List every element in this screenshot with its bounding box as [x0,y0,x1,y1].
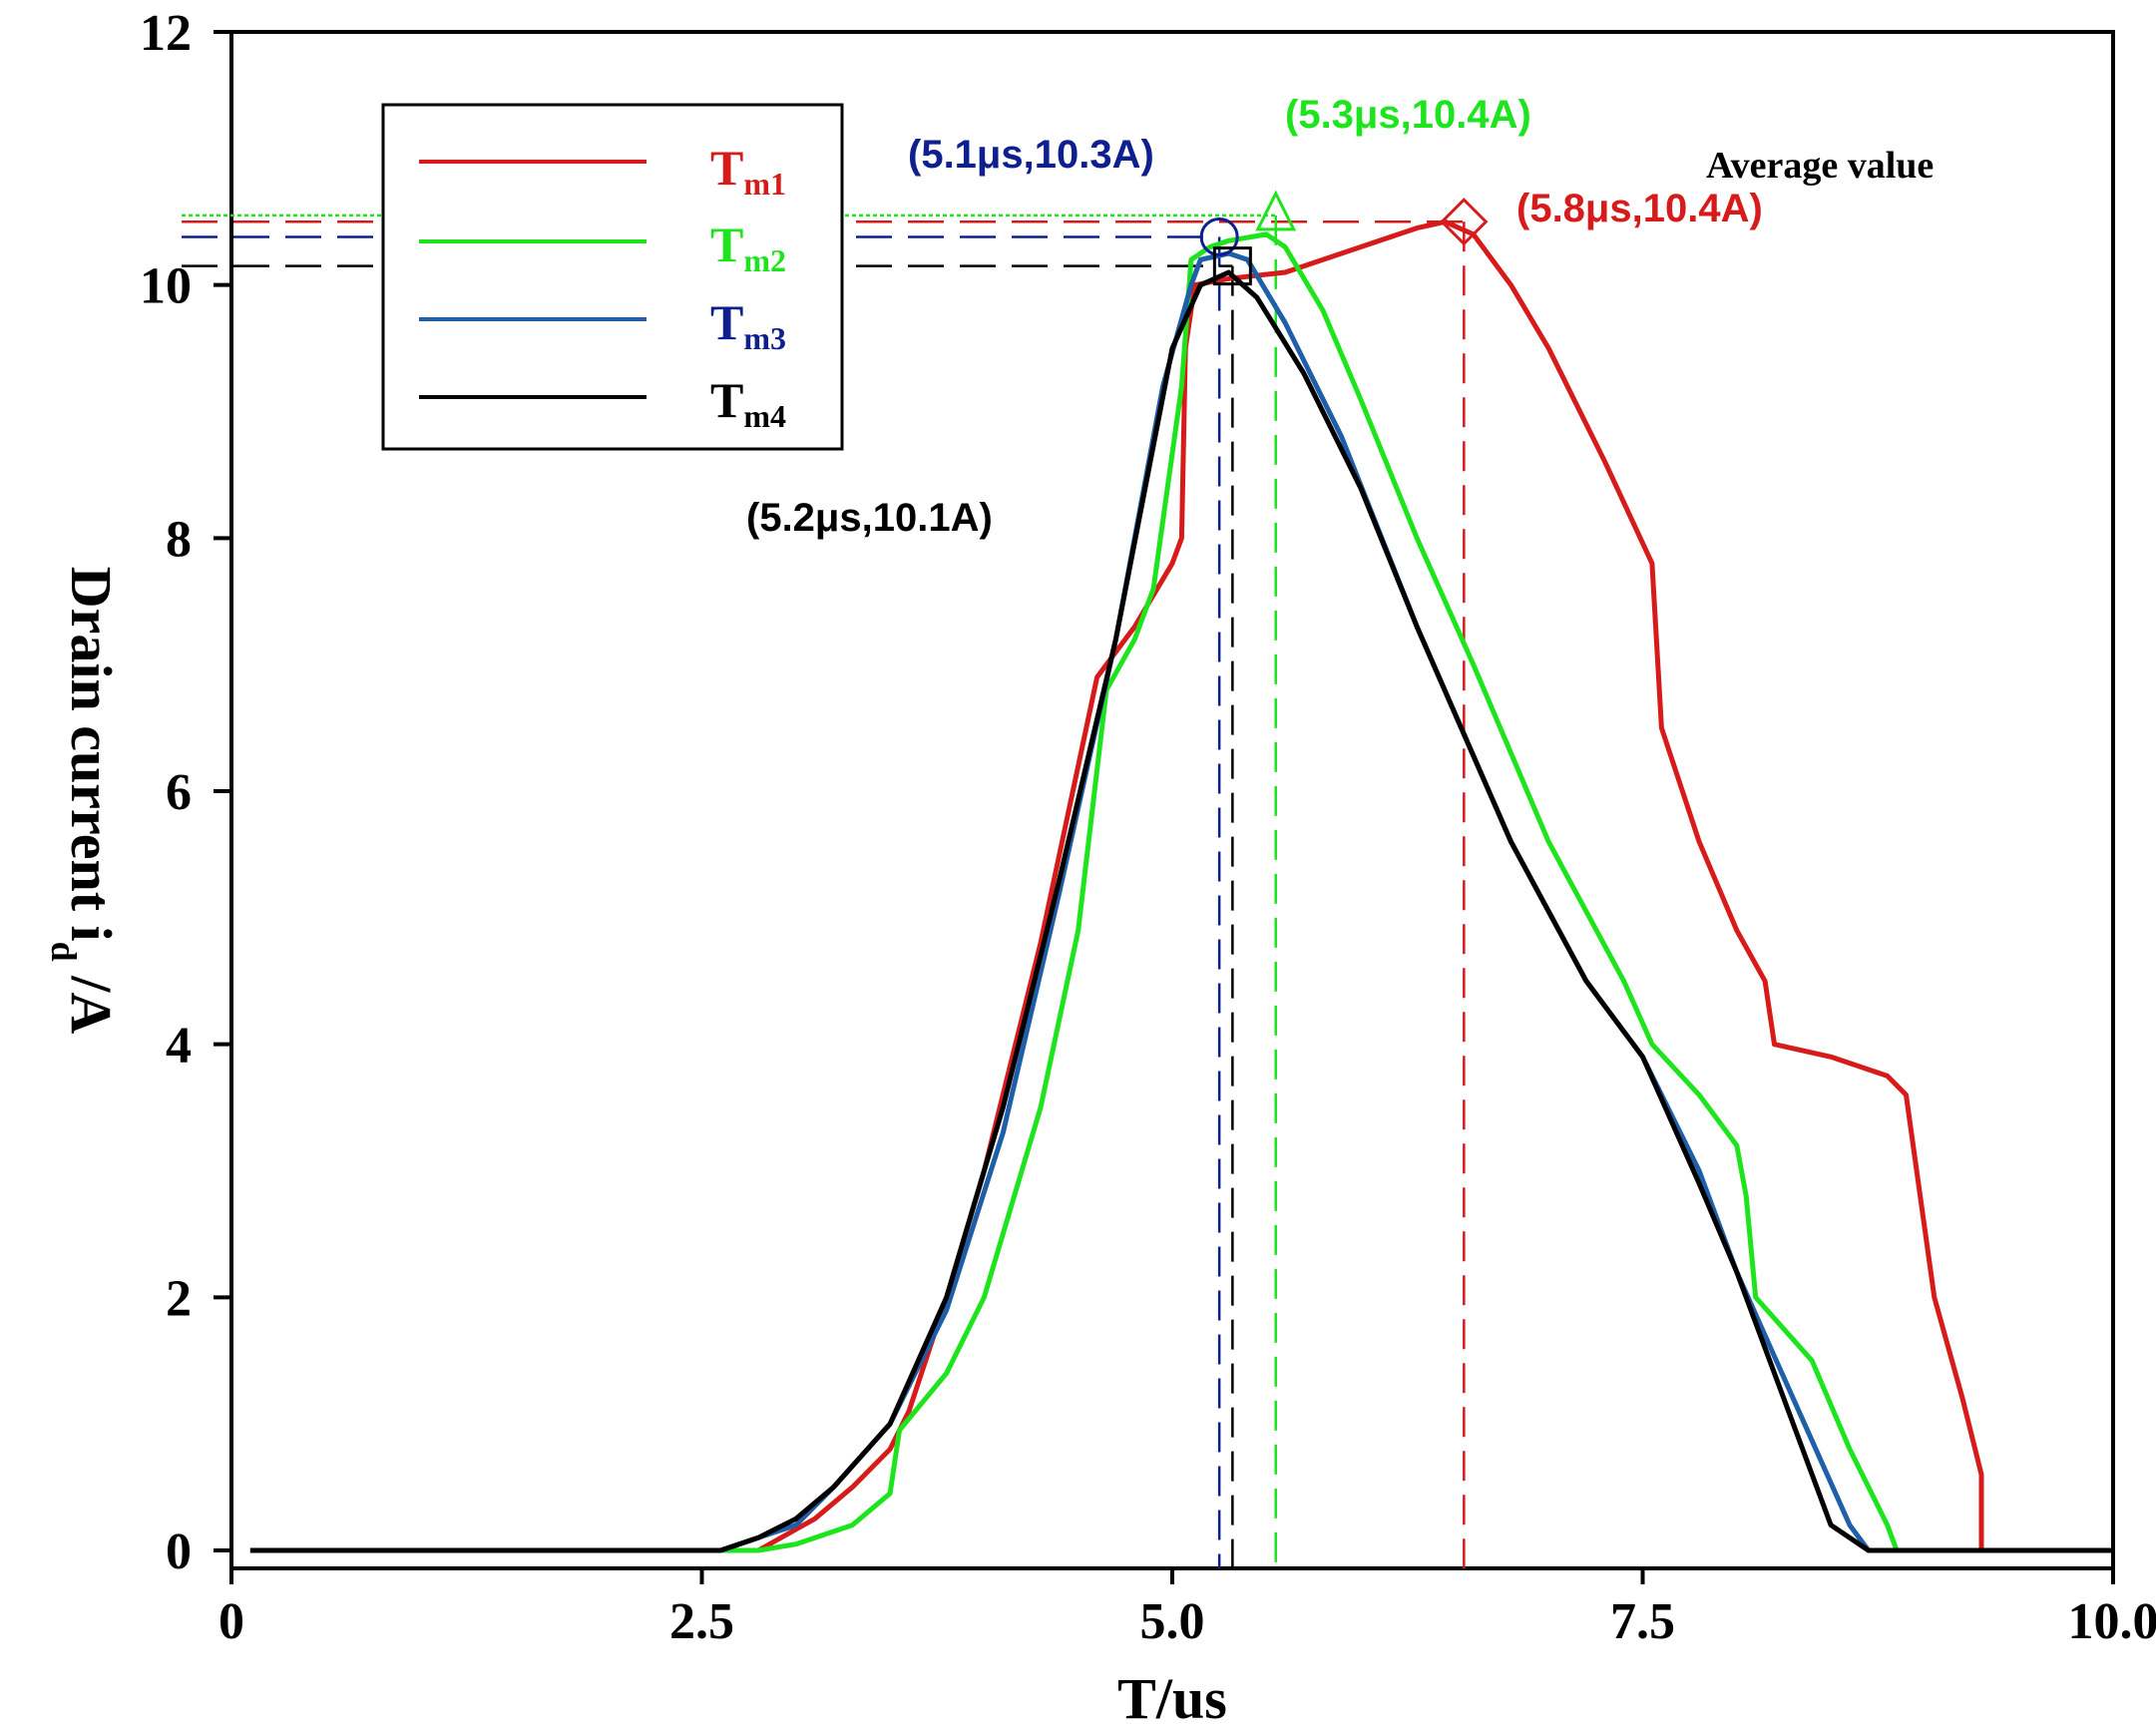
series-line-tm1 [249,218,2113,1553]
annotation-tm3-peak: (5.1μs,10.3A) [908,133,1154,177]
annotation-tm1-peak: (5.8μs,10.4A) [1516,187,1763,230]
legend-label-tm3: Tm3 [710,294,786,356]
peak-marker-tm4 [1212,246,1252,286]
series-line-tm2 [249,231,2113,1553]
x-tick-label: 5.0 [1140,1593,1205,1650]
y-tick-label: 6 [166,764,192,821]
legend-label-tm2: Tm2 [710,217,786,278]
axis-ticks [214,30,2115,1584]
peak-marker-tm3 [1199,217,1239,256]
x-tick-label: 10.0 [2068,1593,2156,1650]
y-tick-label: 12 [140,5,192,62]
x-tick-label: 7.5 [1610,1593,1675,1650]
peak-marker-tm2 [1255,190,1297,231]
y-tick-label: 10 [140,258,192,315]
y-axis-title: Drain current id /A [44,567,124,1035]
legend-label-tm4: Tm4 [710,372,786,434]
y-tick-label: 8 [166,511,192,568]
y-axis-title-subscript: d [44,942,84,962]
x-axis-title: T/us [1117,1666,1227,1731]
annotation-tm2-peak: (5.3μs,10.4A) [1285,93,1531,137]
x-tick-label: 0 [218,1593,244,1650]
peak-markers [1199,190,1489,286]
y-tick-label: 0 [166,1523,192,1580]
x-tick-label: 2.5 [669,1593,734,1650]
average-value-label: Average value [1706,145,1934,187]
peak-marker-tm1 [1440,198,1489,246]
legend-label-tm1: Tm1 [710,140,786,202]
y-tick-label: 2 [166,1270,192,1327]
y-tick-label: 4 [166,1018,192,1075]
legend: Tm1 Tm2 Tm3 Tm4 [381,103,844,451]
x-tick-labels: 0 2.5 5.0 7.5 10.0 [218,1593,2156,1650]
y-tick-labels: 0 2 4 6 8 10 12 [140,5,192,1580]
annotation-tm4-peak: (5.2μs,10.1A) [746,496,993,540]
